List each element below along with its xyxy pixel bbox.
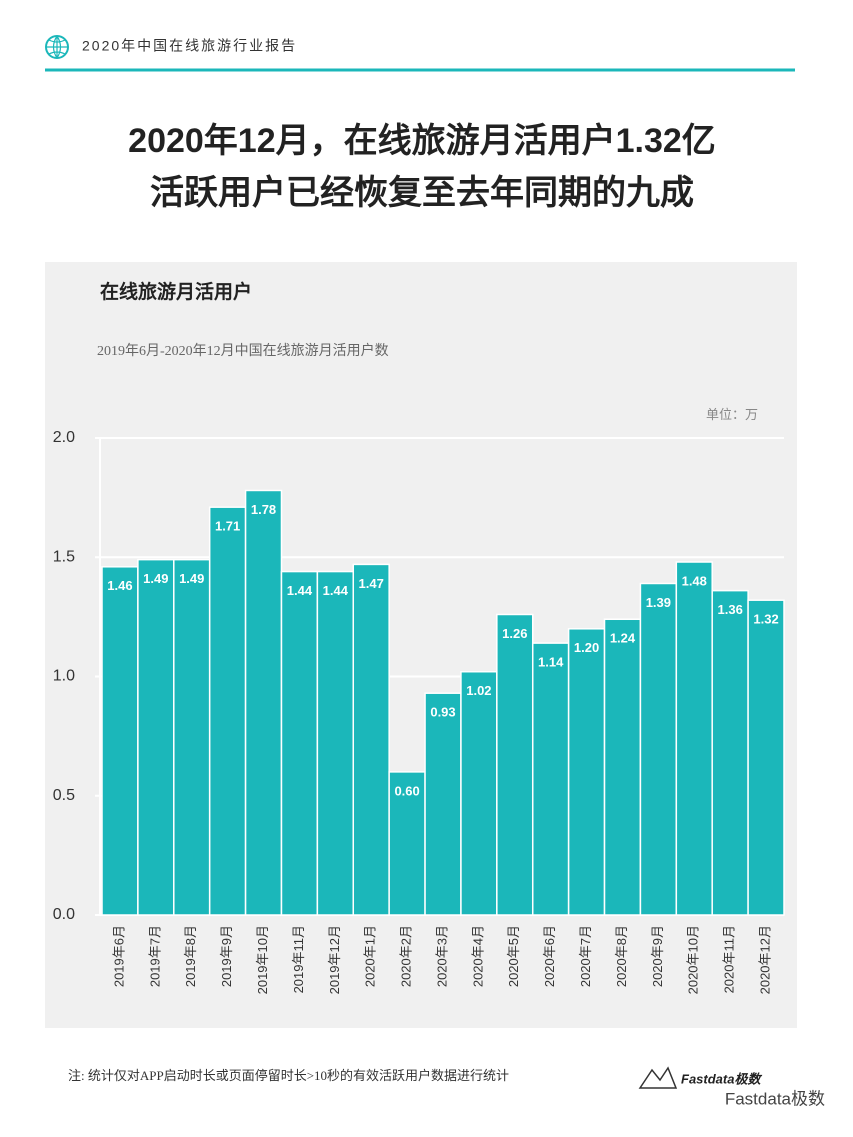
x-tick-label: 2020年6月	[542, 925, 557, 987]
value-label: 1.32	[753, 612, 778, 627]
x-tick-label: 2019年10月	[255, 925, 270, 994]
x-tick-label: 2020年1月	[363, 925, 378, 987]
bar	[316, 570, 355, 916]
value-label: 1.24	[610, 631, 636, 646]
bar	[388, 771, 426, 916]
value-label: 1.46	[107, 578, 132, 593]
globe-lines	[46, 35, 68, 59]
headline: 2020年12月，在线旅游月活用户1.32亿	[128, 122, 716, 160]
value-label: 0.60	[394, 783, 419, 798]
x-tick-label: 2020年12月	[757, 925, 772, 994]
value-label: 1.26	[502, 626, 527, 641]
y-tick-label: 1.5	[53, 548, 75, 565]
logo: Fastdata极数	[681, 1071, 762, 1086]
watermark: Fastdata极数	[725, 1089, 825, 1108]
logo-icon	[638, 1066, 678, 1089]
bar	[711, 589, 749, 916]
bar	[531, 642, 570, 916]
bar	[496, 613, 534, 916]
value-label: 1.02	[466, 683, 491, 698]
bar	[244, 489, 283, 916]
headline: 活跃用户已经恢复至去年同期的九成	[150, 174, 694, 212]
value-label: 1.49	[143, 571, 168, 586]
x-tick-label: 2020年7月	[578, 925, 593, 987]
x-tick-label: 2019年11月	[291, 925, 306, 993]
y-tick-label: 0.0	[53, 906, 75, 923]
plot: 0.0 0.5 1.0 1.5 2.0 1.46 2019年6月 1.49 2019年7月 1.4…	[53, 429, 785, 994]
value-label: 1.44	[323, 583, 349, 598]
unit-label: 单位：万	[706, 407, 758, 422]
bar	[639, 582, 678, 916]
value-label: 1.71	[215, 519, 240, 534]
value-label: 1.39	[646, 595, 671, 610]
bar	[567, 628, 606, 916]
bar	[603, 618, 642, 916]
value-label: 0.93	[430, 705, 455, 720]
bar	[424, 692, 462, 916]
x-tick-label: 2019年7月	[147, 925, 162, 987]
value-label: 1.36	[718, 602, 743, 617]
x-tick-label: 2020年3月	[434, 925, 449, 987]
x-tick-label: 2019年8月	[183, 925, 198, 987]
footnote: 注: 统计仅对APP启动时长或页面停留时长>10秒的有效活跃用户数据进行统计	[68, 1068, 509, 1083]
value-label: 1.44	[287, 583, 313, 598]
value-label: 1.48	[682, 573, 707, 588]
value-label: 1.49	[179, 571, 204, 586]
x-tick-label: 2020年2月	[399, 925, 414, 987]
x-tick-label: 2020年8月	[614, 925, 629, 987]
chart-title: 在线旅游月活用户	[100, 280, 252, 303]
bar	[208, 506, 247, 916]
y-tick-label: 2.0	[53, 429, 75, 446]
x-tick-label: 2019年9月	[219, 925, 234, 987]
y-tick-label: 0.5	[53, 787, 75, 804]
bar	[137, 558, 175, 916]
x-tick-label: 2020年9月	[650, 925, 665, 987]
header-title: 2020年中国在线旅游行业报告	[82, 38, 297, 54]
x-tick-label: 2019年6月	[111, 925, 126, 987]
x-tick-label: 2019年12月	[327, 925, 342, 994]
x-tick-label: 2020年4月	[470, 925, 485, 987]
chart-subtitle: 2019年6月-2020年12月中国在线旅游月活用户数	[97, 342, 389, 359]
bar	[352, 563, 390, 916]
bar	[747, 599, 785, 916]
bar	[101, 566, 139, 916]
bar	[675, 561, 713, 916]
x-tick-label: 2020年11月	[722, 925, 737, 993]
x-tick-label: 2020年10月	[686, 925, 701, 994]
value-label: 1.47	[359, 576, 384, 591]
x-tick-label: 2020年5月	[506, 925, 521, 987]
y-tick-label: 1.0	[53, 668, 75, 685]
bar	[280, 570, 319, 916]
value-label: 1.78	[251, 502, 276, 517]
bar	[173, 558, 211, 916]
value-label: 1.20	[574, 640, 599, 655]
bar	[460, 670, 498, 916]
value-label: 1.14	[538, 655, 564, 670]
